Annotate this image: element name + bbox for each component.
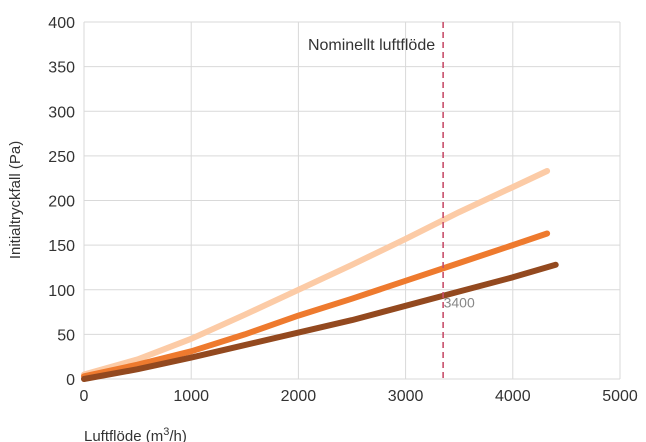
x-tick-label: 3000 (388, 388, 424, 405)
y-axis-label: Initialtryckfall (Pa) (7, 141, 24, 259)
x-tick-label: 1000 (173, 388, 209, 405)
annotations: Nominellt luftflöde 3400 (308, 22, 475, 379)
y-tick-label: 0 (66, 372, 75, 389)
y-tick-label: 200 (48, 194, 75, 211)
nominal-flow-label: Nominellt luftflöde (308, 37, 435, 54)
y-tick-label: 250 (48, 149, 75, 166)
series-line-1 (81, 168, 551, 378)
annotation-value-label: 3400 (444, 295, 475, 311)
y-tick-label: 300 (48, 104, 75, 121)
series-line-2 (81, 230, 551, 380)
x-tick-label: 0 (80, 388, 89, 405)
x-axis-label: Luftflöde (m3/h) (84, 426, 187, 442)
x-tick-label: 5000 (602, 388, 638, 405)
y-tick-label: 350 (48, 60, 75, 77)
y-tick-label: 100 (48, 283, 75, 300)
series-line-3 (81, 261, 559, 382)
y-tick-labels: 0 50 100 150 200 250 300 350 400 (48, 15, 75, 389)
y-tick-label: 400 (48, 15, 75, 32)
y-tick-label: 50 (57, 327, 75, 344)
y-tick-label: 150 (48, 238, 75, 255)
gridlines (83, 21, 621, 380)
x-tick-label: 2000 (281, 388, 317, 405)
x-tick-labels: 0 1000 2000 3000 4000 5000 (80, 388, 638, 405)
series-lines (81, 168, 559, 382)
x-tick-label: 4000 (495, 388, 531, 405)
